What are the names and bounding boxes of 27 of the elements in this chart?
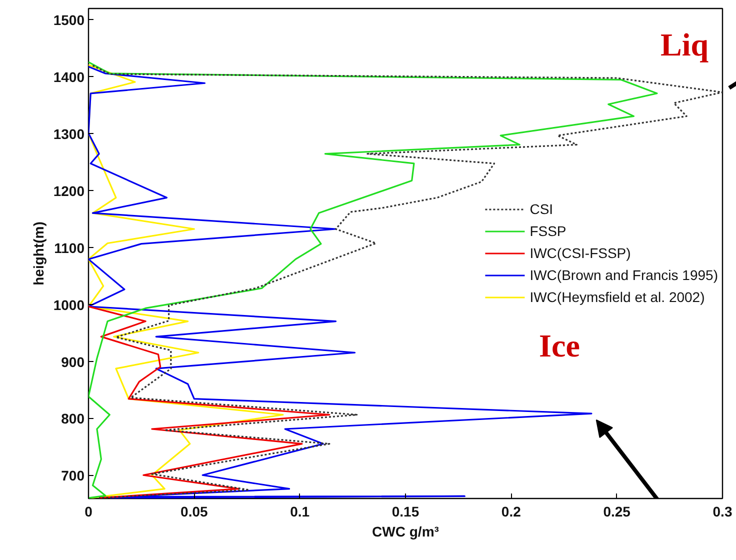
y-axis-title: height(m) <box>30 222 46 286</box>
legend-label: CSI <box>530 201 554 217</box>
x-tick-label: 0.1 <box>290 504 310 520</box>
x-tick-label: 0.2 <box>501 504 522 520</box>
x-tick-label: 0.3 <box>712 504 732 520</box>
legend-label: IWC(CSI-FSSP) <box>530 245 631 261</box>
line-series <box>88 306 330 498</box>
y-tick-label: 1000 <box>53 296 85 313</box>
legend-label: FSSP <box>530 223 566 239</box>
x-tick-label: 0.25 <box>603 504 631 520</box>
x-tick-label: 0.15 <box>392 504 420 520</box>
y-tick-label: 1500 <box>53 12 85 28</box>
legend-label: IWC(Heymsfield et al. 2002) <box>530 289 705 305</box>
y-tick-label: 800 <box>61 410 85 427</box>
y-tick-label: 1100 <box>54 240 85 256</box>
legend-label: IWC(Brown and Francis 1995) <box>530 267 718 283</box>
line-series <box>88 64 284 498</box>
x-axis-title: CWC g/m³ <box>372 524 440 540</box>
annotation: Liq <box>660 26 709 62</box>
x-tick-label: 0.05 <box>180 504 208 520</box>
y-tick-label: 1300 <box>53 126 85 142</box>
annotation: Ice <box>539 328 580 364</box>
x-tick-label: 0 <box>84 504 93 520</box>
y-tick-label: 900 <box>61 354 85 370</box>
y-tick-label: 1400 <box>53 68 85 85</box>
y-tick-label: 700 <box>61 468 85 484</box>
y-tick-label: 1200 <box>53 182 85 199</box>
